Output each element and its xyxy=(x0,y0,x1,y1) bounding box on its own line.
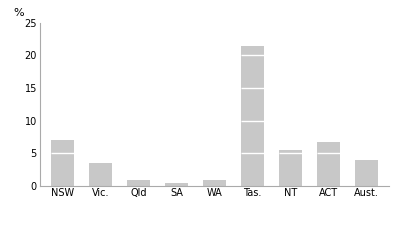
Bar xyxy=(203,180,226,186)
Bar xyxy=(51,140,74,186)
Bar xyxy=(89,163,112,186)
Bar xyxy=(241,46,264,186)
Bar xyxy=(355,160,378,186)
Y-axis label: %: % xyxy=(13,8,24,18)
Bar xyxy=(317,142,340,186)
Bar xyxy=(127,180,150,186)
Bar xyxy=(165,183,188,186)
Bar xyxy=(279,150,302,186)
